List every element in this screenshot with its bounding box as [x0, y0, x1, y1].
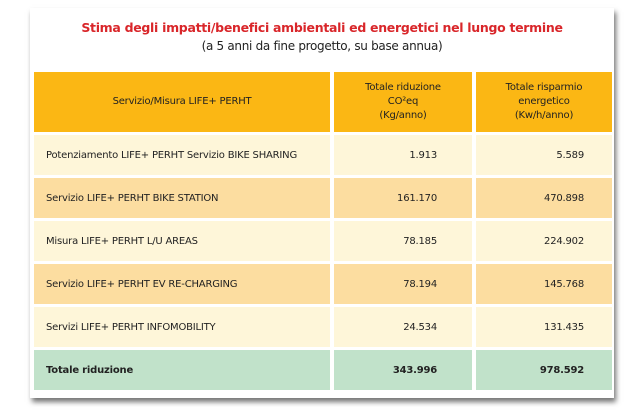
row-label: Servizio LIFE+ PERHT BIKE STATION: [34, 178, 330, 218]
table-title: Stima degli impatti/benefici ambientali …: [81, 20, 563, 35]
header-energy-line: (Kw/h/anno): [514, 110, 574, 121]
total-label: Totale riduzione: [34, 350, 330, 390]
total-co2: 343.996: [334, 350, 472, 390]
row-energy: 470.898: [476, 178, 612, 218]
header-co2-line: CO²eq: [387, 96, 419, 107]
row-energy: 131.435: [476, 307, 612, 347]
row-co2: 161.170: [334, 178, 472, 218]
row-co2: 78.185: [334, 221, 472, 261]
row-energy: 5.589: [476, 135, 612, 175]
header-service: Servizio/Misura LIFE+ PERHT: [34, 72, 330, 132]
header-co2: Totale riduzione CO²eq (Kg/anno): [334, 72, 472, 132]
table-subtitle: (a 5 anni da fine progetto, su base annu…: [201, 39, 443, 53]
row-co2: 24.534: [334, 307, 472, 347]
row-co2: 78.194: [334, 264, 472, 304]
row-label: Misura LIFE+ PERHT L/U AREAS: [34, 221, 330, 261]
row-label: Servizio LIFE+ PERHT EV RE-CHARGING: [34, 264, 330, 304]
row-co2: 1.913: [334, 135, 472, 175]
row-energy: 145.768: [476, 264, 612, 304]
header-co2-line: (Kg/anno): [379, 110, 427, 121]
header-co2-line: Totale riduzione: [365, 82, 441, 93]
row-label: Potenziamento LIFE+ PERHT Servizio BIKE …: [34, 135, 330, 175]
header-energy: Totale risparmio energetico (Kw/h/anno): [476, 72, 612, 132]
row-energy: 224.902: [476, 221, 612, 261]
table-card: Stima degli impatti/benefici ambientali …: [30, 8, 614, 398]
total-energy: 978.592: [476, 350, 612, 390]
header-energy-line: energetico: [518, 96, 570, 107]
header-energy-line: Totale risparmio: [505, 82, 583, 93]
row-label: Servizi LIFE+ PERHT INFOMOBILITY: [34, 307, 330, 347]
impact-table: Servizio/Misura LIFE+ PERHT Totale riduz…: [34, 72, 612, 390]
